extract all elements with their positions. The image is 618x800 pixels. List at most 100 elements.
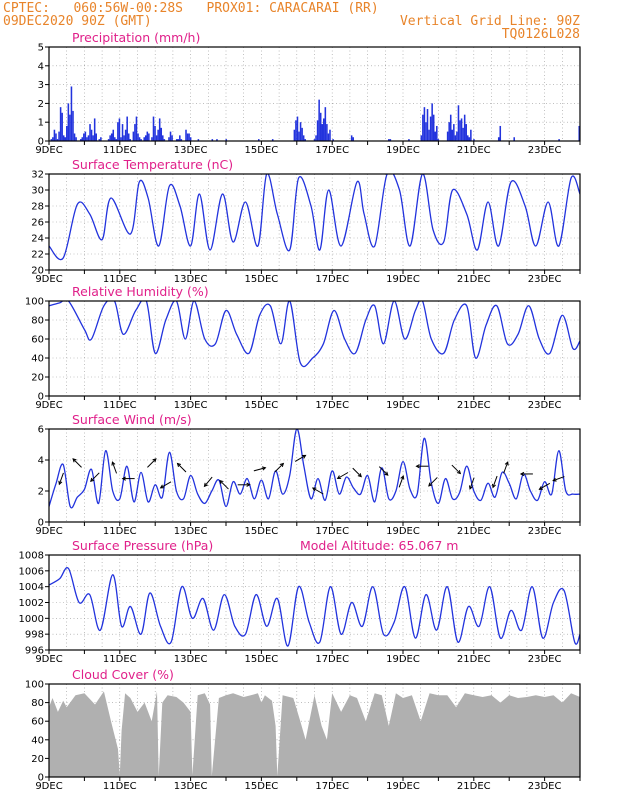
- precip-bar: [473, 139, 475, 141]
- precip-bar: [160, 127, 163, 141]
- x-tick-label: 21DEC: [457, 526, 491, 537]
- y-tick-label: 2: [38, 487, 44, 498]
- precip-bar: [92, 135, 94, 141]
- x-tick-label: 15DEC: [245, 400, 279, 411]
- y-tick-label: 22: [31, 250, 44, 261]
- y-tick-label: 0: [38, 392, 44, 403]
- precip-bar: [72, 110, 74, 141]
- wind-arrow: [203, 476, 213, 488]
- wind-arrow: [491, 475, 498, 489]
- precip-bar: [299, 122, 302, 141]
- panel-frame: [48, 683, 581, 778]
- precip-bar: [84, 131, 87, 141]
- precip-bar: [257, 139, 260, 141]
- precip-bar: [420, 135, 423, 141]
- x-tick-label: 11DEC: [103, 274, 137, 285]
- y-tick-label: 1002: [19, 598, 44, 609]
- y-tick-label: 998: [25, 630, 44, 641]
- precip-bar: [188, 133, 190, 141]
- precip-bar: [459, 120, 461, 141]
- panel-title: Relative Humidity (%): [72, 284, 209, 299]
- y-tick-label: 60: [31, 717, 44, 728]
- precip-bar: [296, 116, 299, 141]
- precip-bar: [179, 135, 181, 141]
- precip-bar: [293, 129, 296, 141]
- precip-bar: [127, 133, 130, 141]
- wind-arrow: [352, 467, 362, 478]
- header-grid-note: Vertical Grid Line: 90Z: [399, 14, 580, 29]
- y-tick-label: 1000: [19, 614, 44, 625]
- precip-bar: [423, 107, 426, 141]
- precip-bar: [158, 118, 161, 141]
- precip-bar: [129, 139, 132, 141]
- precip-bar: [83, 133, 85, 141]
- precip-bar: [350, 135, 353, 141]
- wind-arrow: [111, 461, 118, 474]
- precip-bar: [69, 114, 71, 141]
- y-tick-label: 20: [31, 373, 44, 384]
- y-tick-label: 0: [38, 137, 44, 148]
- panel-cloud: 0 20 40 60 80 100 9DEC 11DEC 13DEC 15DEC 17DEC 19DE…: [25, 667, 581, 792]
- wind-arrow: [159, 481, 172, 489]
- precip-bar: [319, 112, 322, 141]
- panel-title: Precipitation (mm/h): [72, 30, 200, 45]
- x-tick-label: 9DEC: [35, 274, 62, 285]
- wind-arrow: [237, 482, 251, 487]
- wind-arrow: [468, 477, 475, 490]
- precip-bar: [124, 129, 127, 141]
- x-tick-label: 15DEC: [245, 781, 279, 792]
- precip-bar: [451, 129, 454, 141]
- precip-bar: [162, 135, 164, 141]
- wind-arrow: [451, 464, 462, 475]
- wind-arrow: [294, 454, 307, 462]
- precip-bar: [388, 139, 390, 141]
- precip-bar: [93, 118, 96, 141]
- precip-bar: [301, 127, 303, 141]
- precip-bar: [408, 139, 410, 141]
- wind-arrow: [72, 458, 82, 468]
- precip-bar: [352, 137, 354, 141]
- y-tick-label: 6: [38, 425, 44, 436]
- y-tick-label: 4: [38, 61, 44, 72]
- wind-arrow: [503, 461, 509, 474]
- panel-wind: 0 2 4 6 9DEC 11DEC 13DEC 15DEC 17DEC 19DEC 21DEC 23…: [35, 412, 581, 537]
- precip-bar: [134, 124, 136, 141]
- precip-bar: [79, 139, 82, 141]
- precip-bar: [168, 137, 170, 141]
- precip-bar: [146, 131, 149, 141]
- wind-arrow: [253, 466, 267, 472]
- precip-bar: [437, 139, 440, 141]
- precip-bar: [465, 124, 467, 141]
- panel-annotation: Model Altitude: 65.067 m: [300, 538, 458, 553]
- precip-bar: [157, 129, 159, 141]
- precip-bar: [117, 122, 119, 141]
- precip-bar: [327, 133, 330, 141]
- wind-arrow: [378, 466, 389, 476]
- wind-arrow: [415, 464, 429, 469]
- precip-bar: [115, 139, 118, 141]
- precip-bar: [558, 139, 560, 141]
- x-tick-label: 15DEC: [245, 145, 279, 156]
- precip-bar: [318, 99, 320, 141]
- precip-bar: [432, 114, 435, 141]
- x-tick-label: 13DEC: [174, 145, 208, 156]
- precip-bar: [324, 107, 327, 141]
- y-tick-label: 30: [31, 186, 44, 197]
- x-tick-label: 17DEC: [315, 400, 349, 411]
- wind-arrow: [219, 479, 229, 490]
- precip-bar: [197, 139, 200, 141]
- y-tick-label: 1008: [19, 551, 44, 562]
- wind-arrow: [428, 477, 438, 487]
- precip-bar: [110, 133, 113, 141]
- precip-bar: [462, 127, 464, 141]
- precip-bar: [448, 122, 450, 141]
- precip-bar: [225, 139, 228, 141]
- x-tick-label: 13DEC: [174, 526, 208, 537]
- precip-bar: [177, 139, 180, 141]
- precip-bar: [100, 137, 102, 141]
- x-tick-label: 17DEC: [315, 274, 349, 285]
- x-tick-label: 13DEC: [174, 274, 208, 285]
- precip-bar: [189, 137, 192, 141]
- precip-bar: [90, 129, 93, 141]
- x-tick-label: 21DEC: [457, 274, 491, 285]
